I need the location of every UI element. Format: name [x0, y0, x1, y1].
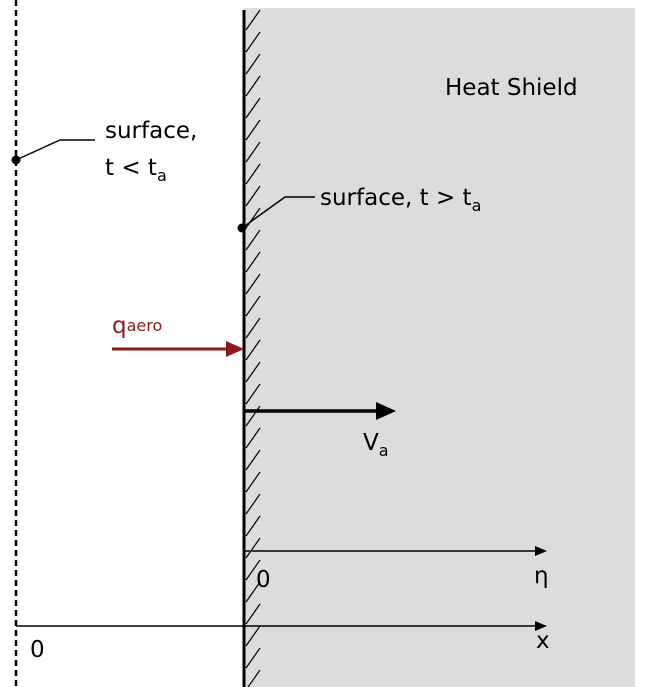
text: t < t [105, 155, 157, 181]
hatch-line [245, 97, 261, 119]
hatch-line [245, 603, 261, 625]
hatch-line [245, 119, 261, 141]
subscript: a [379, 441, 389, 460]
hatch-line [245, 625, 261, 647]
hatch-line [245, 449, 261, 471]
heat-shield-region [244, 8, 635, 687]
hatch-line [245, 317, 261, 339]
velocity-label: Va [363, 430, 389, 460]
subscript: a [157, 166, 167, 185]
arrowhead [535, 546, 547, 556]
hatch-line [245, 537, 261, 559]
initial-surface-condition: t < ta [105, 155, 167, 185]
eta-origin: 0 [256, 567, 271, 593]
hatch-line [245, 471, 261, 493]
hatch-line [245, 515, 261, 537]
text: surface, t > t [320, 185, 472, 211]
hatch-line [245, 559, 261, 581]
hatch-line [245, 273, 261, 295]
arrowhead [535, 621, 547, 631]
x-origin: 0 [30, 637, 45, 663]
subscript: aero [127, 316, 163, 335]
text: V [363, 430, 379, 456]
wall-hatching [245, 9, 261, 687]
hatch-line [245, 251, 261, 273]
heat-shield-label: Heat Shield [445, 75, 578, 101]
text: q [112, 313, 127, 339]
hatch-line [245, 581, 261, 603]
hatch-line [245, 185, 261, 207]
eta-label: η [534, 563, 549, 589]
hatch-line [245, 361, 261, 383]
hatch-line [245, 31, 261, 53]
hatch-line [245, 647, 261, 669]
leader-line [15, 139, 95, 161]
hatch-line [245, 163, 261, 185]
x-label: x [536, 628, 550, 654]
hatch-line [245, 383, 261, 405]
subscript: a [472, 196, 482, 215]
heat-flux-label: qaero [112, 313, 162, 339]
current-surface-label: surface, t > ta [320, 185, 481, 215]
initial-surface-label: surface, [105, 118, 197, 144]
hatch-line [245, 493, 261, 515]
hatch-line [245, 207, 261, 229]
hatch-line [245, 295, 261, 317]
leader-line [241, 196, 315, 229]
arrowhead [226, 341, 244, 357]
hatch-line [245, 75, 261, 97]
hatch-line [245, 141, 261, 163]
hatch-line [245, 53, 261, 75]
arrowhead [376, 402, 396, 420]
hatch-line [245, 427, 261, 449]
hatch-line [245, 229, 261, 251]
hatch-line [245, 339, 261, 361]
hatch-line [245, 9, 261, 31]
